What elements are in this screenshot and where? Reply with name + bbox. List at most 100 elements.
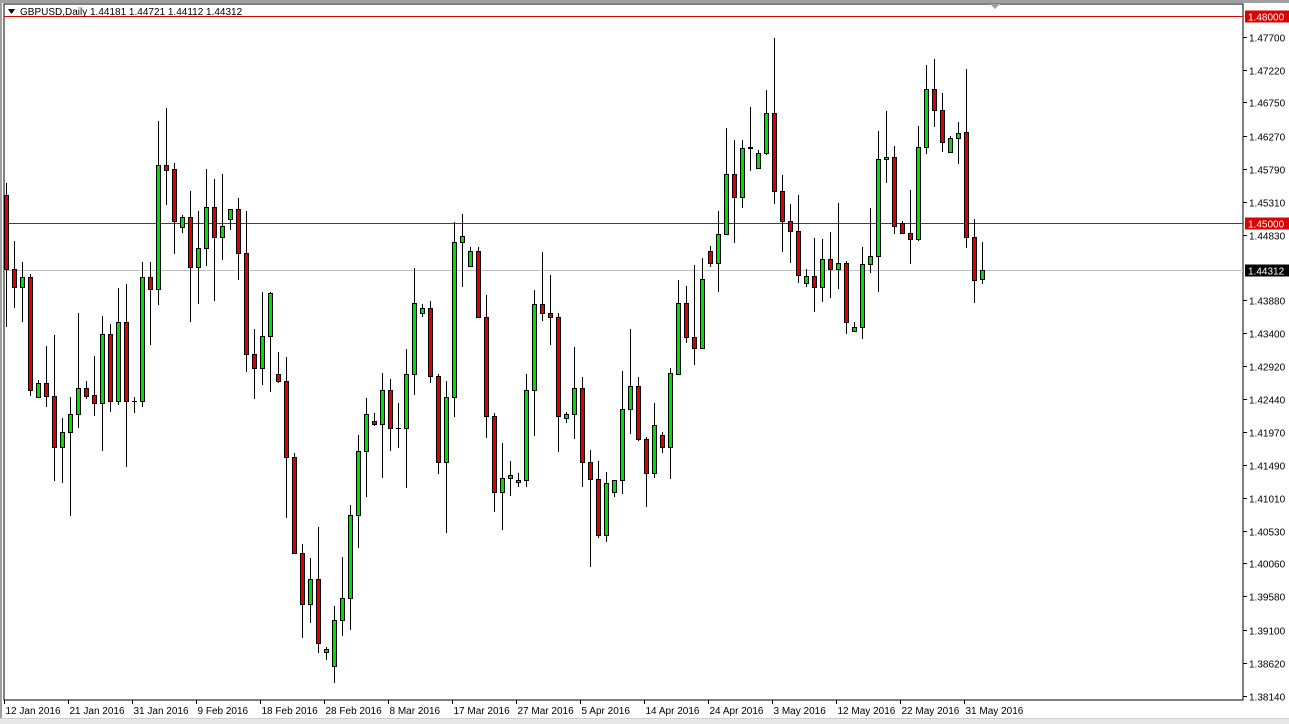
candle[interactable]	[884, 111, 889, 183]
candle[interactable]	[244, 211, 249, 372]
candle[interactable]	[124, 284, 129, 467]
candle[interactable]	[492, 413, 497, 512]
candle[interactable]	[540, 252, 545, 321]
candle[interactable]	[252, 329, 257, 399]
candle[interactable]	[140, 262, 145, 407]
candle[interactable]	[628, 329, 633, 434]
candle[interactable]	[772, 38, 777, 204]
candle[interactable]	[844, 261, 849, 334]
candle[interactable]	[564, 412, 569, 423]
candle[interactable]	[740, 140, 745, 208]
candle[interactable]	[588, 450, 593, 567]
candle[interactable]	[428, 301, 433, 383]
candle[interactable]	[332, 606, 337, 683]
candle[interactable]	[804, 269, 809, 287]
candle[interactable]	[316, 527, 321, 653]
candle[interactable]	[860, 247, 865, 339]
candle[interactable]	[652, 403, 657, 478]
candle[interactable]	[700, 258, 705, 349]
candle[interactable]	[308, 558, 313, 623]
candle[interactable]	[436, 374, 441, 474]
candle[interactable]	[532, 290, 537, 436]
candle[interactable]	[900, 221, 905, 234]
candle[interactable]	[60, 418, 65, 483]
candle[interactable]	[668, 368, 673, 479]
candle[interactable]	[44, 346, 49, 407]
candle[interactable]	[964, 69, 969, 248]
candle[interactable]	[228, 209, 233, 230]
candle[interactable]	[828, 232, 833, 298]
candle[interactable]	[212, 179, 217, 301]
candle[interactable]	[12, 241, 17, 308]
candle[interactable]	[100, 316, 105, 451]
candle[interactable]	[420, 304, 425, 317]
candle[interactable]	[172, 163, 177, 254]
candle[interactable]	[324, 647, 329, 660]
candle[interactable]	[716, 211, 721, 292]
candle[interactable]	[972, 219, 977, 303]
candle[interactable]	[148, 262, 153, 345]
candle[interactable]	[300, 544, 305, 638]
chart-shift-marker-icon[interactable]	[990, 4, 1000, 9]
candle[interactable]	[684, 286, 689, 343]
candle[interactable]	[460, 214, 465, 287]
candle[interactable]	[36, 380, 41, 398]
candle[interactable]	[524, 374, 529, 487]
candle[interactable]	[708, 246, 713, 267]
candle[interactable]	[388, 379, 393, 451]
candle[interactable]	[476, 247, 481, 318]
candle[interactable]	[924, 65, 929, 154]
candle[interactable]	[676, 280, 681, 375]
candle[interactable]	[852, 322, 857, 332]
candle[interactable]	[932, 59, 937, 127]
candle[interactable]	[868, 208, 873, 273]
candle[interactable]	[812, 238, 817, 312]
candle[interactable]	[596, 461, 601, 538]
candle[interactable]	[444, 381, 449, 533]
candle[interactable]	[108, 324, 113, 412]
candle[interactable]	[292, 453, 297, 554]
candle[interactable]	[68, 397, 73, 516]
candle[interactable]	[764, 90, 769, 155]
candle[interactable]	[76, 313, 81, 428]
candle[interactable]	[516, 473, 521, 487]
candle[interactable]	[164, 108, 169, 205]
candle[interactable]	[644, 437, 649, 507]
candle[interactable]	[468, 247, 473, 267]
candle[interactable]	[876, 131, 881, 292]
candle[interactable]	[940, 93, 945, 152]
candle[interactable]	[236, 198, 241, 280]
candle[interactable]	[204, 169, 209, 266]
candle[interactable]	[260, 292, 265, 385]
candle[interactable]	[756, 150, 761, 169]
candle[interactable]	[356, 435, 361, 548]
candle[interactable]	[548, 275, 553, 345]
candle[interactable]	[188, 191, 193, 322]
candle[interactable]	[732, 140, 737, 243]
candle[interactable]	[692, 265, 697, 365]
candle[interactable]	[452, 222, 457, 417]
candle[interactable]	[636, 377, 641, 441]
candle[interactable]	[52, 335, 57, 481]
candle[interactable]	[892, 146, 897, 234]
candle[interactable]	[604, 472, 609, 542]
candle[interactable]	[572, 347, 577, 439]
candle[interactable]	[500, 443, 505, 530]
candle[interactable]	[820, 239, 825, 302]
candle[interactable]	[748, 107, 753, 171]
candle[interactable]	[660, 432, 665, 453]
candle[interactable]	[612, 480, 617, 497]
candle[interactable]	[508, 461, 513, 496]
candle[interactable]	[380, 373, 385, 478]
candle[interactable]	[268, 292, 273, 392]
candle[interactable]	[372, 413, 377, 426]
candle[interactable]	[116, 288, 121, 405]
candle[interactable]	[156, 121, 161, 305]
candle[interactable]	[220, 174, 225, 260]
candle[interactable]	[4, 183, 9, 327]
candle[interactable]	[724, 128, 729, 235]
candle[interactable]	[620, 371, 625, 494]
candle[interactable]	[180, 215, 185, 233]
candle[interactable]	[956, 122, 961, 164]
